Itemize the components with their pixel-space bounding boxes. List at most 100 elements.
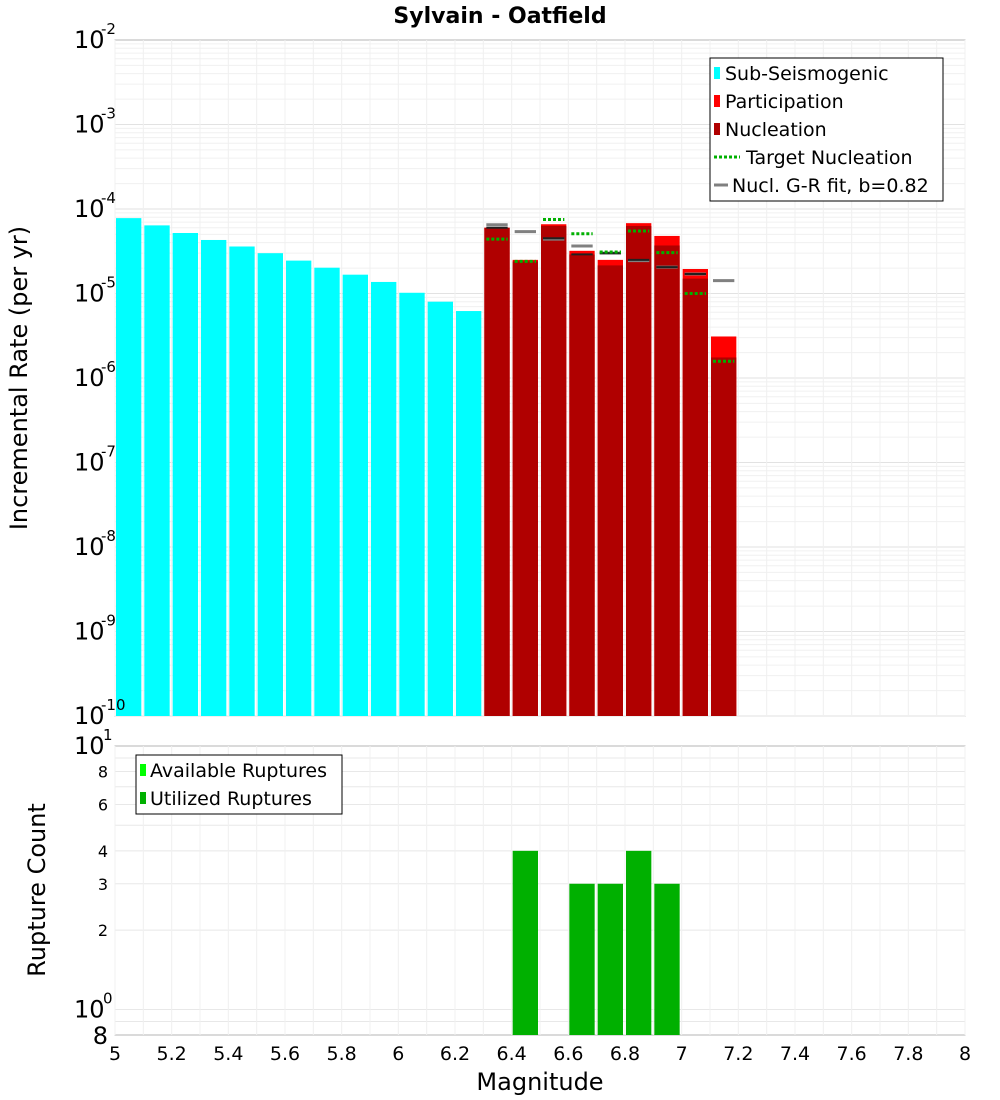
x-tick-label: 7.4: [780, 1043, 810, 1065]
rate-legend-box: [709, 57, 944, 202]
rate-y-tick-exponent: -3: [101, 105, 116, 123]
rate-y-tick-exponent: -2: [101, 20, 116, 38]
bar-nucleation: [484, 227, 510, 716]
bar-sub-seismogenic: [229, 246, 255, 716]
count-y-tick-label: 3: [98, 875, 108, 894]
count-y-tick-label: 6: [98, 795, 108, 814]
x-tick-label: 5.8: [327, 1043, 357, 1065]
bar-nucleation: [654, 245, 680, 717]
legend-swatch: [140, 792, 146, 804]
legend-label: Nucl. G-R fit, b=0.82: [732, 175, 929, 197]
x-tick-label: 7.2: [723, 1043, 753, 1065]
bar-sub-seismogenic: [286, 260, 312, 716]
rate-y-tick-label: 10: [74, 280, 105, 308]
bar-utilized-ruptures: [569, 883, 595, 1035]
rate-y-tick-exponent: -5: [101, 274, 116, 292]
x-tick-label: 7.6: [837, 1043, 867, 1065]
rate-y-tick-label: 10: [74, 618, 105, 646]
rate-y-tick-label: 10: [74, 26, 105, 54]
count-legend: Available Ruptures Utilized Ruptures: [135, 754, 343, 815]
legend-label: Sub-Seismogenic: [725, 63, 889, 85]
rate-y-tick-label: 10: [74, 111, 105, 139]
x-tick-label: 8: [959, 1043, 971, 1065]
rate-y-tick-exponent: -6: [101, 358, 116, 376]
rate-y-tick-label: 10: [74, 364, 105, 392]
bar-sub-seismogenic: [371, 281, 397, 716]
bar-utilized-ruptures: [654, 883, 680, 1035]
count-y-tick-label: 10: [74, 995, 105, 1023]
count-y-tick-exponent: 0: [103, 989, 113, 1007]
x-tick-label: 6.8: [610, 1043, 640, 1065]
rate-y-axis-label: Incremental Rate (per yr): [5, 226, 33, 530]
bar-utilized-ruptures: [597, 883, 623, 1035]
rate-y-tick-exponent: -4: [101, 189, 116, 207]
count-plot-bars: [512, 850, 680, 1035]
x-tick-label: 7: [676, 1043, 688, 1065]
bar-sub-seismogenic: [116, 218, 142, 716]
x-tick-label: 6.6: [553, 1043, 583, 1065]
rate-y-tick-exponent: -9: [101, 612, 116, 630]
bar-sub-seismogenic: [456, 311, 482, 716]
count-y-tick-label: 8: [98, 763, 108, 782]
count-y-tick-label: 10: [74, 732, 105, 760]
rate-y-tick-label: 10: [74, 449, 105, 477]
bar-sub-seismogenic: [144, 225, 170, 716]
bar-sub-seismogenic: [342, 274, 368, 716]
rate-y-tick-exponent: -10: [101, 696, 126, 714]
bar-nucleation: [711, 357, 737, 716]
legend-label: Available Ruptures: [150, 760, 327, 782]
x-tick-label: 6: [392, 1043, 404, 1065]
rate-y-tick-exponent: -7: [101, 443, 116, 461]
x-axis-ticks: 5 5.2 5.4 5.6 5.8 6 6.2 6.4 6.6 6.8 7 7.2 7.4 7.6 7.8 8: [109, 1043, 971, 1065]
bar-utilized-ruptures: [512, 850, 538, 1035]
bar-sub-seismogenic: [172, 232, 198, 716]
bar-nucleation: [682, 278, 708, 716]
legend-label: Utilized Ruptures: [150, 788, 312, 810]
count-y-tick-label: 4: [98, 842, 108, 861]
x-tick-label: 5.6: [270, 1043, 300, 1065]
legend-label: Nucleation: [725, 119, 827, 141]
legend-swatch: [714, 95, 720, 107]
legend-swatch: [714, 67, 720, 79]
rate-y-tick-label: 10: [74, 533, 105, 561]
legend-swatch: [140, 764, 146, 776]
bar-sub-seismogenic: [257, 253, 283, 716]
count-y-axis-label: Rupture Count: [23, 803, 51, 977]
count-legend-box: [135, 754, 343, 815]
x-tick-label: 5.2: [157, 1043, 187, 1065]
count-y-tick-label: 8: [93, 1022, 108, 1050]
rate-plot-markers: [486, 218, 735, 363]
rate-y-tick-label: 10: [74, 702, 105, 730]
bar-nucleation: [626, 225, 652, 716]
x-tick-label: 6.4: [497, 1043, 527, 1065]
x-axis-label: Magnitude: [476, 1068, 603, 1096]
bar-utilized-ruptures: [626, 850, 652, 1035]
bar-nucleation: [597, 265, 623, 716]
count-y-tick-label: 2: [98, 921, 108, 940]
bar-sub-seismogenic: [314, 267, 340, 716]
bar-sub-seismogenic: [201, 239, 227, 716]
legend-label: Target Nucleation: [745, 147, 913, 169]
rate-plot-bars: [116, 218, 737, 717]
rate-y-tick-label: 10: [74, 195, 105, 223]
bar-sub-seismogenic: [399, 292, 425, 716]
x-tick-label: 5.4: [213, 1043, 243, 1065]
rate-legend: Sub-Seismogenic Participation Nucleation Ta…: [709, 57, 944, 202]
legend-swatch: [714, 123, 720, 135]
count-y-tick-exponent: 1: [103, 726, 113, 744]
x-tick-label: 7.8: [893, 1043, 923, 1065]
legend-label: Participation: [725, 91, 844, 113]
bar-nucleation: [541, 225, 567, 716]
bar-nucleation: [512, 261, 538, 716]
x-tick-label: 6.2: [440, 1043, 470, 1065]
chart-title: Sylvain - Oatfield: [393, 4, 606, 29]
bar-nucleation: [569, 254, 595, 716]
bar-sub-seismogenic: [427, 301, 453, 716]
x-tick-label: 5: [109, 1043, 121, 1065]
rate-y-tick-exponent: -8: [101, 527, 116, 545]
